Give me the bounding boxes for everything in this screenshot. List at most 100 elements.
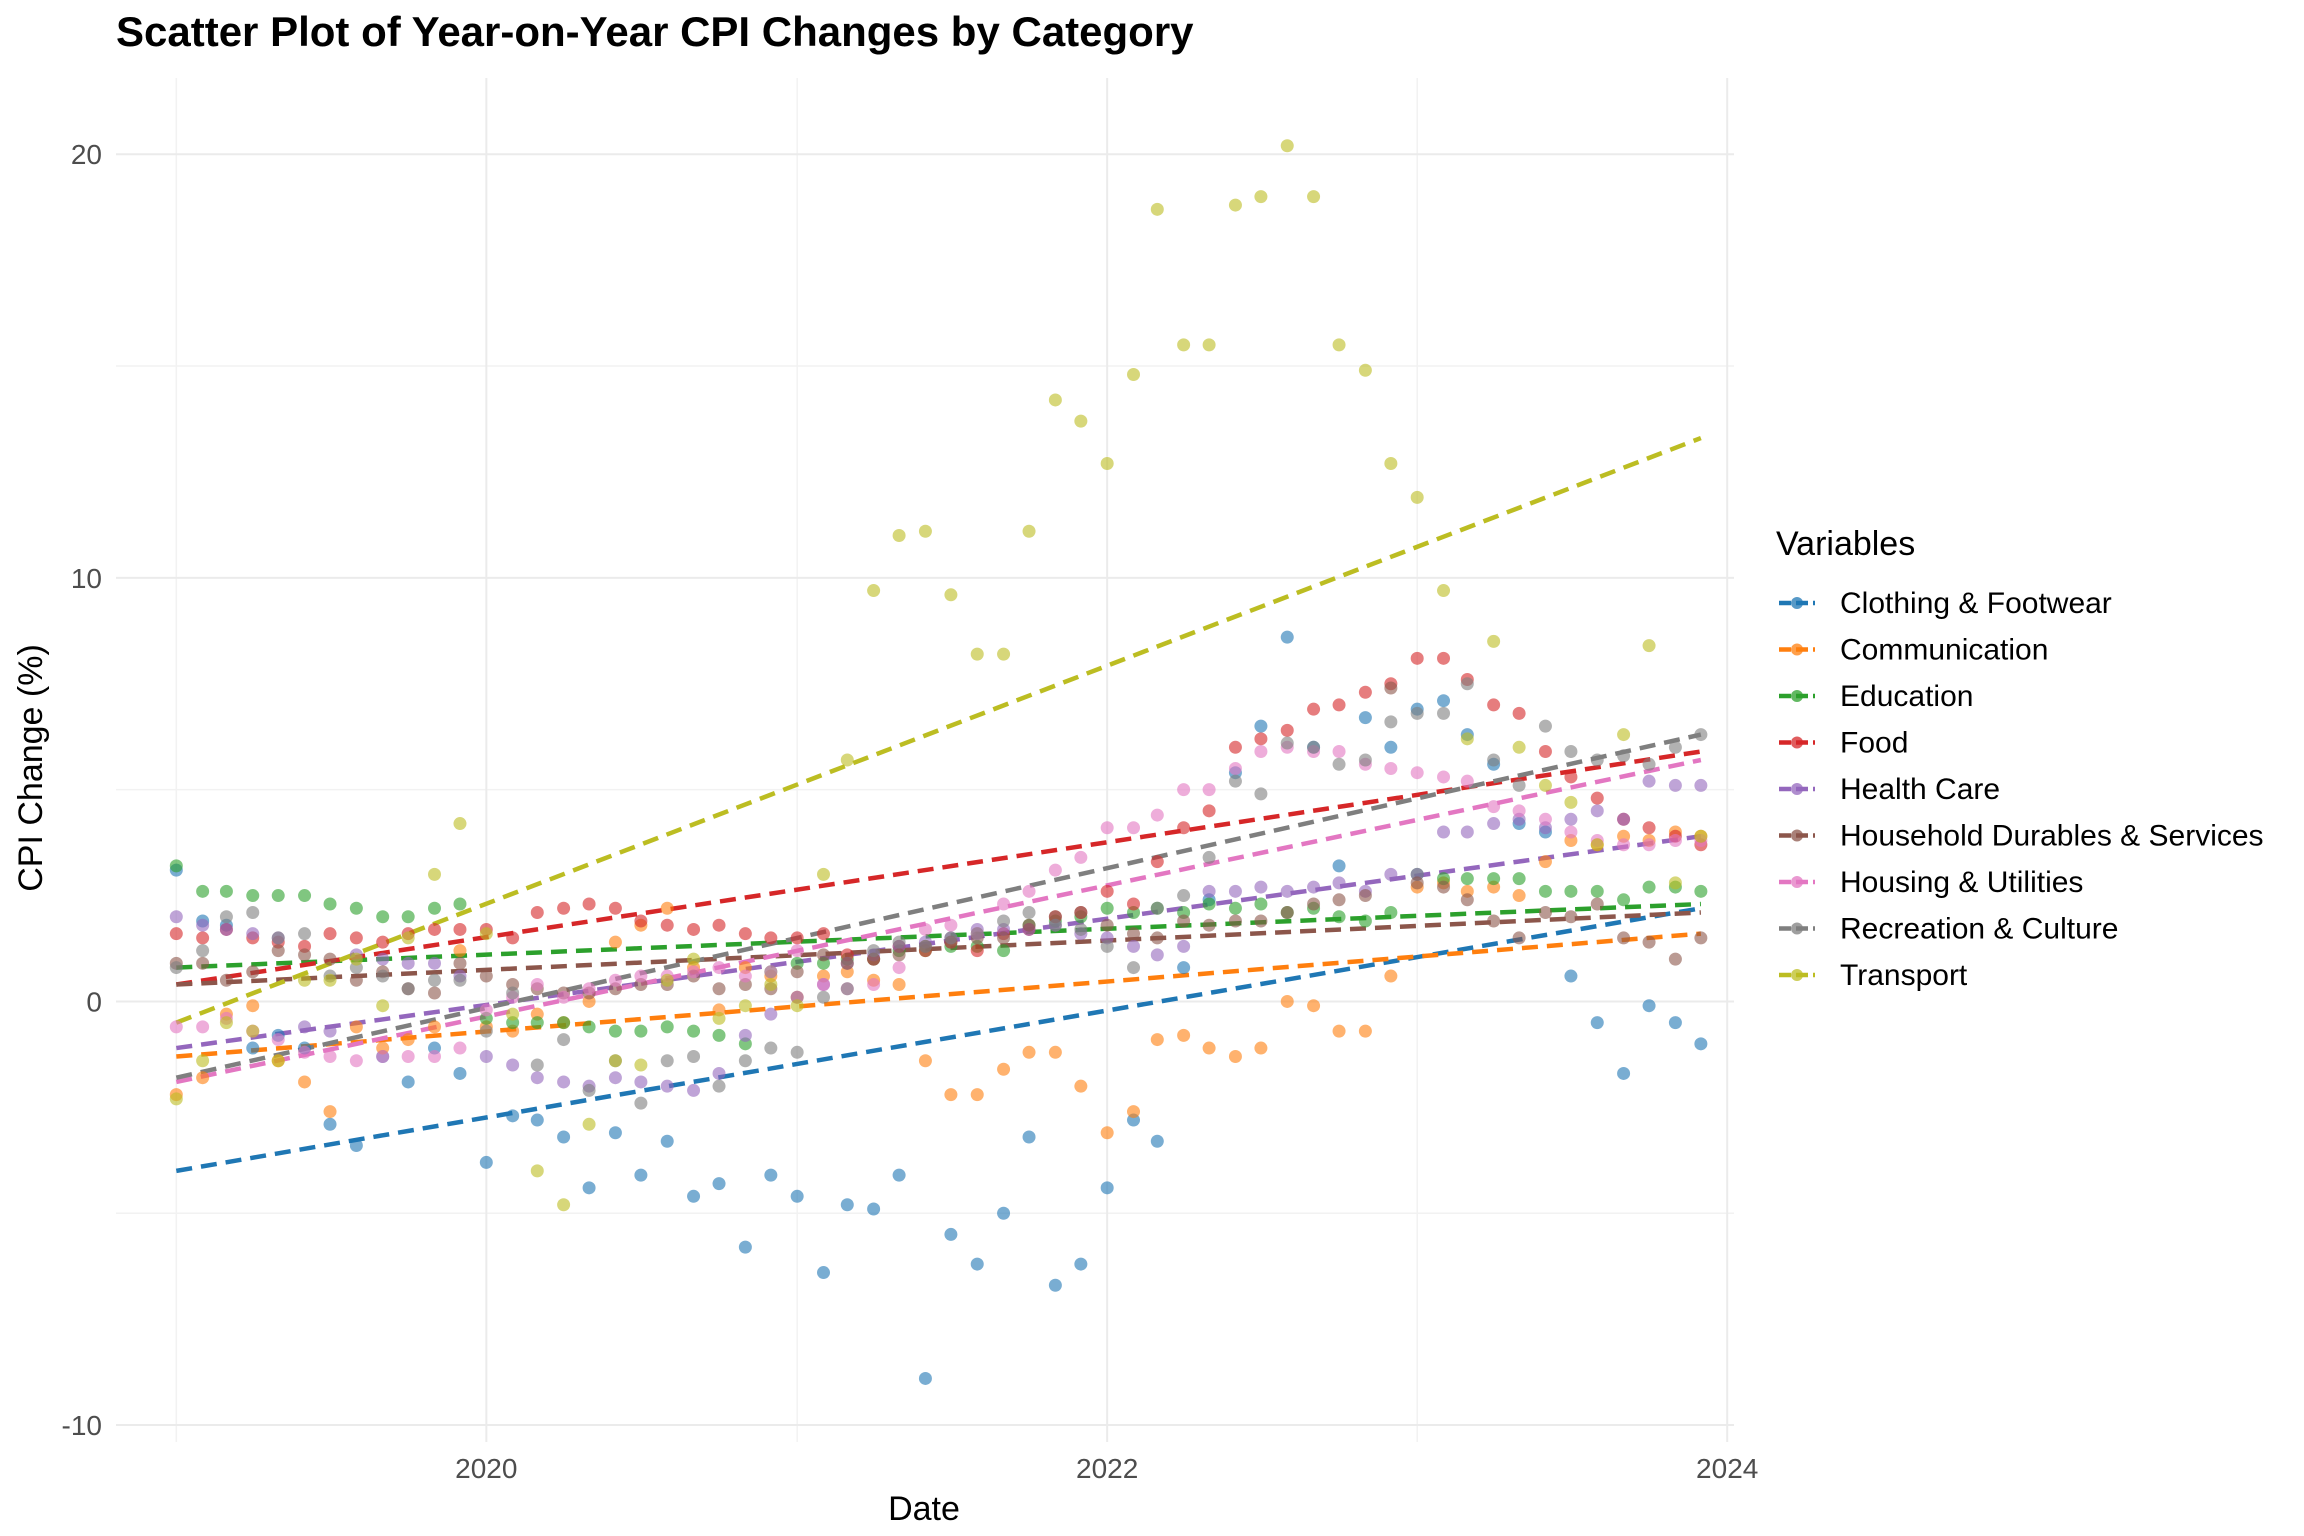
data-point bbox=[764, 978, 778, 992]
data-point bbox=[1332, 876, 1346, 890]
data-point bbox=[687, 1189, 701, 1203]
x-tick-label: 2024 bbox=[1696, 1453, 1758, 1484]
data-point bbox=[1512, 872, 1526, 886]
data-point bbox=[479, 1024, 493, 1038]
data-point bbox=[1254, 732, 1268, 746]
data-point bbox=[1254, 914, 1268, 928]
data-point bbox=[219, 910, 233, 924]
data-point bbox=[1280, 630, 1294, 644]
data-point bbox=[1150, 901, 1164, 915]
trend-line-education bbox=[176, 901, 1701, 970]
data-point bbox=[169, 1020, 183, 1034]
data-point bbox=[840, 1198, 854, 1212]
data-point bbox=[1048, 1045, 1062, 1059]
legend-key-point bbox=[1791, 922, 1803, 935]
data-point bbox=[1487, 872, 1501, 886]
data-point bbox=[1202, 804, 1216, 818]
data-point bbox=[169, 1092, 183, 1106]
data-point bbox=[817, 867, 831, 881]
data-point bbox=[453, 817, 467, 831]
data-point bbox=[506, 931, 520, 945]
data-point bbox=[1642, 838, 1656, 852]
data-point bbox=[817, 948, 831, 962]
data-point bbox=[298, 1075, 312, 1089]
data-point bbox=[1202, 783, 1216, 797]
data-point bbox=[349, 901, 363, 915]
data-point bbox=[1694, 829, 1708, 843]
data-point bbox=[1127, 897, 1141, 911]
data-point bbox=[1307, 880, 1321, 894]
data-point bbox=[453, 1066, 467, 1080]
data-point bbox=[1668, 740, 1682, 754]
data-point bbox=[428, 922, 442, 936]
data-point bbox=[1384, 761, 1398, 775]
data-point bbox=[1254, 897, 1268, 911]
data-point bbox=[1694, 884, 1708, 898]
data-point bbox=[1100, 1181, 1114, 1195]
data-point bbox=[1617, 893, 1631, 907]
data-point bbox=[867, 944, 881, 958]
data-point bbox=[1642, 880, 1656, 894]
data-point bbox=[1127, 368, 1141, 382]
data-point bbox=[1564, 825, 1578, 839]
legend-label: Health Care bbox=[1840, 773, 2000, 806]
data-point bbox=[1694, 931, 1708, 945]
trend-line-recreation-culture bbox=[175, 732, 1702, 1080]
data-point bbox=[169, 927, 183, 941]
data-point bbox=[1280, 139, 1294, 153]
data-point bbox=[687, 965, 701, 979]
data-point bbox=[1100, 939, 1114, 953]
data-point bbox=[1564, 770, 1578, 784]
data-point bbox=[1487, 800, 1501, 814]
data-point bbox=[1228, 198, 1242, 212]
data-point bbox=[687, 1024, 701, 1038]
data-point bbox=[1332, 893, 1346, 907]
data-point bbox=[1202, 884, 1216, 898]
y-tick-label: -10 bbox=[62, 1410, 102, 1441]
data-point bbox=[970, 1257, 984, 1271]
data-point bbox=[1512, 804, 1526, 818]
data-point bbox=[401, 956, 415, 970]
data-point bbox=[349, 1054, 363, 1068]
data-point bbox=[1384, 740, 1398, 754]
data-point bbox=[169, 961, 183, 975]
data-point bbox=[944, 1088, 958, 1102]
data-point bbox=[1048, 393, 1062, 407]
data-point bbox=[918, 524, 932, 538]
data-point bbox=[557, 1075, 571, 1089]
data-point bbox=[1202, 338, 1216, 352]
data-point bbox=[1358, 889, 1372, 903]
y-axis-ticks: -10 0 10 20 bbox=[62, 139, 102, 1441]
y-tick-label: 10 bbox=[71, 563, 102, 594]
legend-label: Transport bbox=[1840, 959, 1968, 992]
data-point bbox=[557, 1130, 571, 1144]
data-point bbox=[1074, 414, 1088, 428]
data-point bbox=[479, 927, 493, 941]
data-point bbox=[867, 978, 881, 992]
data-point bbox=[1358, 914, 1372, 928]
data-point bbox=[817, 978, 831, 992]
data-point bbox=[349, 931, 363, 945]
data-point bbox=[401, 1033, 415, 1047]
trend-line-household-durables-services bbox=[176, 910, 1701, 987]
data-point bbox=[1280, 884, 1294, 898]
data-point bbox=[401, 1050, 415, 1064]
y-tick-label: 20 bbox=[71, 139, 102, 170]
legend-key-point bbox=[1791, 969, 1803, 981]
data-point bbox=[608, 901, 622, 915]
data-point bbox=[790, 931, 804, 945]
data-point bbox=[1202, 1041, 1216, 1055]
data-point bbox=[1280, 905, 1294, 919]
legend-label: Household Durables & Services bbox=[1840, 820, 2264, 853]
data-point bbox=[1048, 1278, 1062, 1292]
data-point bbox=[271, 1033, 285, 1047]
data-point bbox=[1100, 1126, 1114, 1140]
data-point bbox=[738, 1028, 752, 1042]
data-point bbox=[687, 1050, 701, 1064]
trend-line-clothing-footwear bbox=[175, 906, 1702, 1174]
data-point bbox=[1202, 850, 1216, 864]
data-point bbox=[1437, 770, 1451, 784]
data-point bbox=[1617, 838, 1631, 852]
data-point bbox=[1590, 1016, 1604, 1030]
